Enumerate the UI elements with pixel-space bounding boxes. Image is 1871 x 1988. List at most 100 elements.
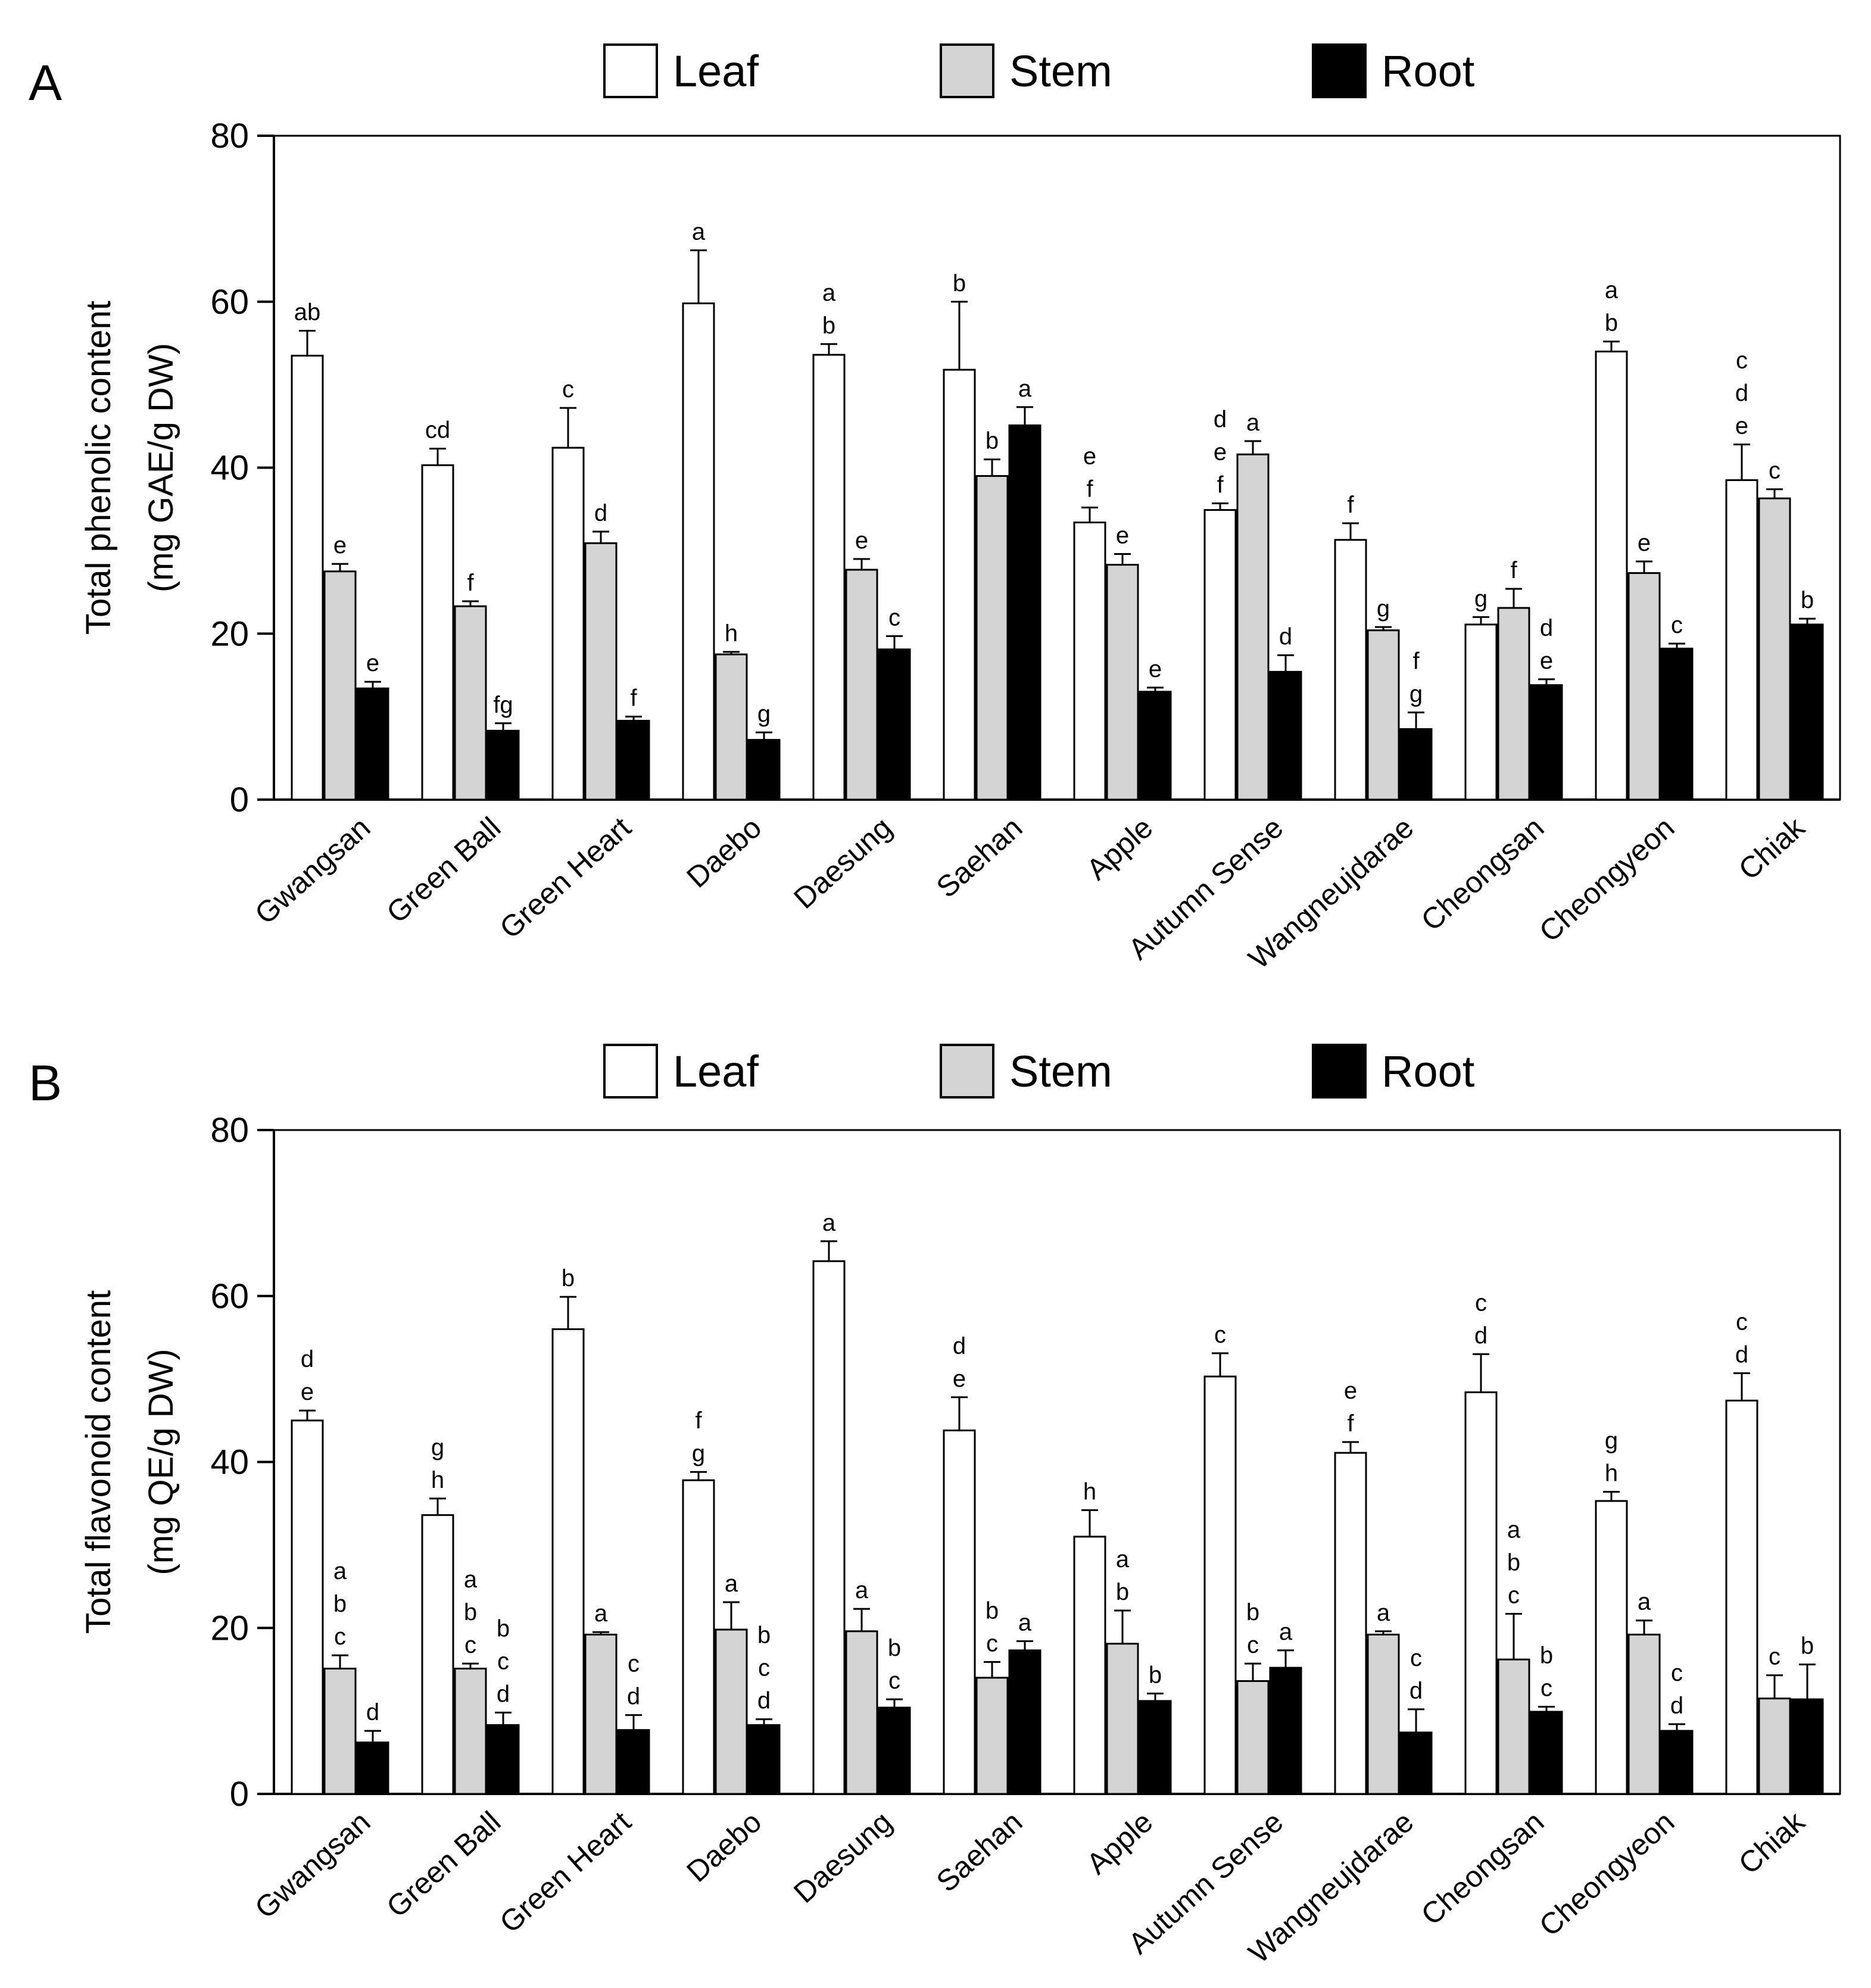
panel-a-significance-letter: a [1018, 376, 1032, 402]
panel-b-bar-leaf [943, 1430, 976, 1795]
panel-b-bar-stem [1497, 1658, 1530, 1795]
panel-b-bar-stem [845, 1630, 878, 1795]
panel-a-significance-letter: e [1540, 648, 1553, 674]
panel-b-significance-letter: a [822, 1210, 836, 1236]
panel-a-category-label: Cheongsan [1415, 811, 1551, 938]
panel-b-category-label: Green Heart [493, 1805, 637, 1939]
panel-b-ytick-label: 40 [210, 1443, 249, 1482]
panel-b-ytick-label: 60 [210, 1277, 249, 1316]
panel-a-significance-letter: e [1638, 530, 1651, 556]
panel-a-bar-stem [975, 475, 1009, 801]
panel-a-significance-letter: f [630, 685, 637, 711]
panel-b-bar-leaf [1464, 1391, 1498, 1795]
panel-b-significance-letter: b [1116, 1579, 1129, 1605]
panel-b-category-label: Chiak [1732, 1805, 1811, 1881]
panel-a-bar-leaf [1334, 539, 1367, 801]
panel-a-bar-leaf [1073, 521, 1106, 801]
panel-a-significance-letter: ab [294, 299, 321, 326]
panel-a-bar-root [1269, 670, 1302, 801]
panel-a-significance-letter: e [1149, 656, 1162, 682]
panel-b-significance-letter: c [1541, 1675, 1552, 1702]
panel-b-bar-leaf [1725, 1399, 1758, 1795]
panel-b-significance-letter: b [1149, 1662, 1162, 1688]
panel-b-significance-letter: a [1279, 1619, 1293, 1645]
panel-a-bar-leaf [1203, 509, 1237, 801]
panel-a-significance-letter: g [757, 701, 771, 727]
panel-b-bar-root [1008, 1649, 1041, 1795]
panel-a-significance-letter: c [1769, 458, 1780, 484]
panel-a-significance-letter: f [1347, 492, 1354, 518]
panel-b-significance-letter: a [464, 1566, 478, 1593]
panel-a-legend-stem: Stem [940, 43, 1112, 98]
panel-b-bar-root [356, 1742, 389, 1795]
panel-b-bar-root [1530, 1711, 1563, 1795]
panel-b-bar-stem [1236, 1680, 1270, 1795]
panel-b-significance-letter: c [1247, 1632, 1259, 1658]
panel-b-category-label: Cheongsan [1415, 1805, 1551, 1932]
panel-b-significance-letter: b [464, 1599, 477, 1625]
panel-a-significance-letter: d [594, 500, 607, 526]
panel-a-bar-root [1660, 647, 1694, 801]
panel-a-bar-stem [584, 542, 618, 801]
panel-a-legend-root: Root [1312, 43, 1475, 98]
panel-a-significance-letter: d [1214, 406, 1227, 432]
panel-b-significance-letter: c [888, 1668, 900, 1694]
panel-b-bar-stem [454, 1668, 487, 1795]
panel-b-significance-letter: e [301, 1379, 314, 1405]
panel-a-category-label: Gwangsan [248, 811, 376, 931]
panel-b-category-label: Apple [1080, 1805, 1159, 1881]
panel-b-bar-root [1269, 1666, 1302, 1795]
panel-a-bar-leaf [943, 369, 976, 801]
panel-b-significance-letter: d [1670, 1693, 1683, 1719]
panel-b-significance-letter: b [986, 1597, 999, 1624]
panel-b-significance-letter: c [1214, 1322, 1226, 1348]
panel-b-significance-letter: a [1377, 1600, 1390, 1626]
panel-a-bar-root [1008, 424, 1041, 801]
panel-a-significance-letter: fg [493, 692, 513, 718]
panel-b-legend-swatch-stem [940, 1044, 994, 1098]
panel-b-significance-letter: c [1410, 1645, 1422, 1671]
panel-b-ylabel-units: (mg QE/g DW) [142, 1349, 180, 1575]
panel-b-bar-stem [1758, 1697, 1791, 1795]
panel-b-bar-leaf [682, 1479, 715, 1795]
panel-a-significance-letter: d [1735, 380, 1748, 406]
panel-a-bar-root [1530, 684, 1563, 801]
panel-a-bar-stem [715, 653, 748, 801]
panel-b-bar-leaf [812, 1260, 846, 1795]
panel-b-ytick-label: 80 [210, 1111, 249, 1150]
panel-a-ytick-label: 0 [230, 781, 249, 819]
panel-b-significance-letter: c [1508, 1583, 1520, 1609]
panel-b-significance-letter: g [431, 1434, 444, 1460]
panel-b-category-label: Green Ball [380, 1805, 507, 1924]
panel-b-significance-letter: f [1347, 1410, 1354, 1437]
panel-a-ylabel-units: (mg GAE/g DW) [142, 343, 180, 592]
panel-b-significance-letter: h [431, 1467, 444, 1493]
panel-b-category-label: Daesung [787, 1805, 898, 1910]
panel-a-significance-letter: e [1116, 522, 1129, 548]
panel-b-significance-letter: e [953, 1366, 966, 1392]
panel-a-legend-swatch-root [1312, 43, 1367, 98]
panel-b-significance-letter: b [1540, 1643, 1553, 1669]
panel-a-significance-letter: g [1377, 595, 1390, 622]
panel-a-significance-letter: c [1736, 347, 1748, 373]
panel-b-significance-letter: c [1769, 1644, 1780, 1670]
panel-b-significance-letter: c [464, 1632, 476, 1658]
panel-b-bar-stem [1367, 1633, 1400, 1795]
panel-a-category-label: Daesung [787, 811, 898, 916]
panel-b-significance-letter: c [986, 1630, 998, 1656]
panel-b-ylabel: Total flavonoid content [79, 1290, 118, 1634]
panel-a-significance-letter: g [1410, 681, 1423, 707]
panel-b-bar-root [747, 1724, 781, 1795]
panel-b-significance-letter: a [725, 1571, 738, 1597]
panel-b-legend-leaf: Leaf [603, 1044, 759, 1098]
panel-b-significance-letter: d [953, 1333, 966, 1359]
panel-a-significance-letter: e [1083, 443, 1096, 469]
panel-a-bar-stem [1236, 453, 1270, 801]
panel-b-legend-label-leaf: Leaf [673, 1047, 759, 1096]
panel-a-significance-letter: f [1217, 472, 1224, 498]
panel-a-bar-leaf [1725, 479, 1758, 801]
panel-b-significance-letter: a [1116, 1546, 1130, 1572]
panel-b-bar-root [878, 1706, 911, 1795]
panel-b-category-label: Daebo [680, 1805, 768, 1889]
